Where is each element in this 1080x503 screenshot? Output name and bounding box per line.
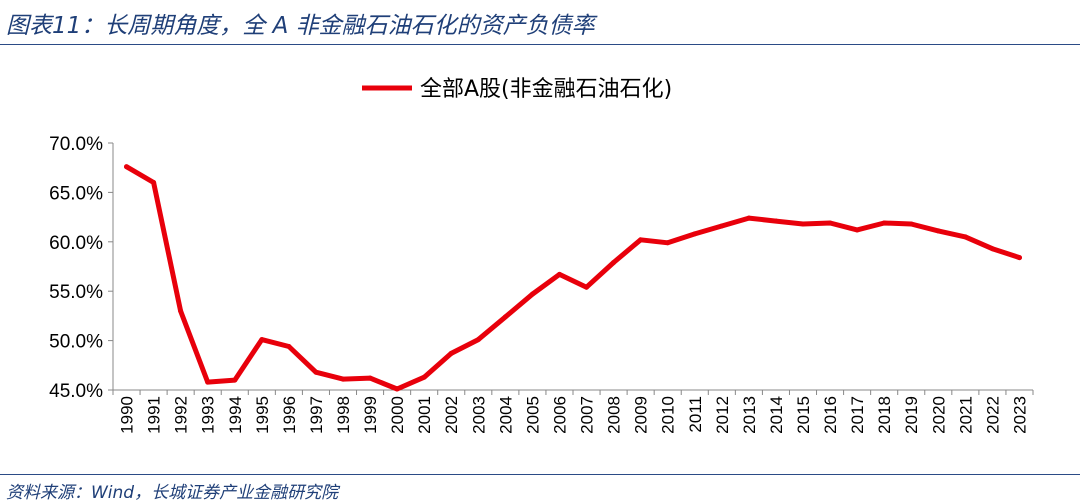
- x-tick-label: 2010: [659, 396, 678, 434]
- x-tick-label: 2013: [740, 396, 759, 434]
- data-point: [529, 291, 535, 297]
- data-point: [827, 220, 833, 226]
- x-tick-label: 2023: [1010, 396, 1029, 434]
- x-tick-label: 1999: [361, 396, 380, 434]
- series-line: [124, 164, 1022, 392]
- data-point: [286, 344, 292, 350]
- x-tick-label: 1992: [172, 396, 191, 434]
- source-note: 资料来源：Wind，长城证券产业金融研究院: [6, 483, 339, 503]
- data-point: [367, 375, 373, 381]
- x-tick-label: 2022: [983, 396, 1002, 434]
- data-point: [394, 386, 400, 392]
- x-tick-label: 2009: [632, 396, 651, 434]
- data-point: [800, 221, 806, 227]
- data-point: [692, 231, 698, 237]
- legend: 全部A股(非金融石油石化): [362, 77, 672, 102]
- data-point: [908, 221, 914, 227]
- x-tick-label: 2000: [388, 396, 407, 434]
- x-tick-label: 2016: [821, 396, 840, 434]
- x-tick-label: 1997: [307, 396, 326, 434]
- x-tick-label: 2003: [469, 396, 488, 434]
- data-point: [259, 337, 265, 343]
- data-point: [502, 314, 508, 320]
- x-tick-label: 2014: [767, 396, 786, 434]
- y-tick-label: 50.0%: [49, 332, 103, 353]
- x-tick-label: 1994: [226, 396, 245, 434]
- x-tick-label: 2021: [956, 396, 975, 434]
- x-tick-label: 2006: [550, 396, 569, 434]
- x-tick-label: 2017: [848, 396, 867, 434]
- legend-label: 全部A股(非金融石油石化): [420, 77, 672, 102]
- x-tick-label: 2007: [578, 396, 597, 434]
- y-tick-label: 70.0%: [49, 134, 103, 155]
- y-tick-label: 60.0%: [49, 233, 103, 254]
- data-point: [475, 337, 481, 343]
- x-tick-label: 1990: [118, 396, 137, 434]
- data-point: [151, 180, 157, 186]
- source-rule: [0, 474, 1080, 475]
- data-point: [178, 308, 184, 314]
- x-tick-label: 1998: [334, 396, 353, 434]
- x-tick-label: 2001: [415, 396, 434, 434]
- x-tick-label: 2011: [686, 396, 705, 433]
- title-rule: [0, 44, 1080, 45]
- x-tick-label: 1993: [199, 396, 218, 434]
- data-point: [232, 377, 238, 383]
- data-point: [584, 284, 590, 290]
- x-tick-label: 2012: [713, 396, 732, 434]
- x-tick-label: 1996: [280, 396, 299, 434]
- x-tick-label: 2005: [523, 396, 542, 434]
- data-point: [556, 271, 562, 277]
- data-point: [340, 376, 346, 382]
- data-point: [205, 379, 211, 385]
- x-axis: 1990 1991 1992 1993 1994 1995 1996 1997 1998 1999…: [112, 389, 1034, 434]
- data-point: [448, 350, 454, 356]
- data-point: [881, 220, 887, 226]
- plot-area: [124, 164, 1022, 392]
- x-tick-label: 2020: [929, 396, 948, 434]
- data-point: [773, 218, 779, 224]
- data-point: [962, 234, 968, 240]
- x-tick-label: 1995: [253, 396, 272, 434]
- y-axis: 45.0% 50.0% 55.0% 60.0% 65.0% 70.0%: [49, 134, 114, 402]
- y-tick-label: 65.0%: [49, 183, 103, 204]
- data-point: [935, 228, 941, 234]
- x-tick-label: 2019: [902, 396, 921, 434]
- data-point: [746, 215, 752, 221]
- data-point: [611, 260, 617, 266]
- data-point: [989, 246, 995, 252]
- data-point: [313, 369, 319, 375]
- data-point: [638, 237, 644, 243]
- data-point: [124, 164, 130, 170]
- x-tick-label: 2015: [794, 396, 813, 434]
- data-point: [665, 240, 671, 246]
- x-tick-label: 2002: [442, 396, 461, 434]
- y-tick-label: 55.0%: [49, 282, 103, 303]
- y-tick-label: 45.0%: [49, 381, 103, 402]
- data-point: [854, 227, 860, 233]
- line-chart: 全部A股(非金融石油石化) 45.0% 50.0% 55.0% 60.0% 65.0% 7…: [49, 77, 1034, 434]
- data-point: [719, 223, 725, 229]
- x-tick-label: 2018: [875, 396, 894, 434]
- x-tick-label: 2004: [496, 396, 515, 434]
- data-point: [1016, 255, 1022, 261]
- figure-title: 图表11：长周期角度，全 A 非金融石油石化的资产负债率: [6, 13, 595, 39]
- x-tick-label: 1991: [145, 396, 164, 434]
- data-point: [421, 374, 427, 380]
- x-tick-label: 2008: [605, 396, 624, 434]
